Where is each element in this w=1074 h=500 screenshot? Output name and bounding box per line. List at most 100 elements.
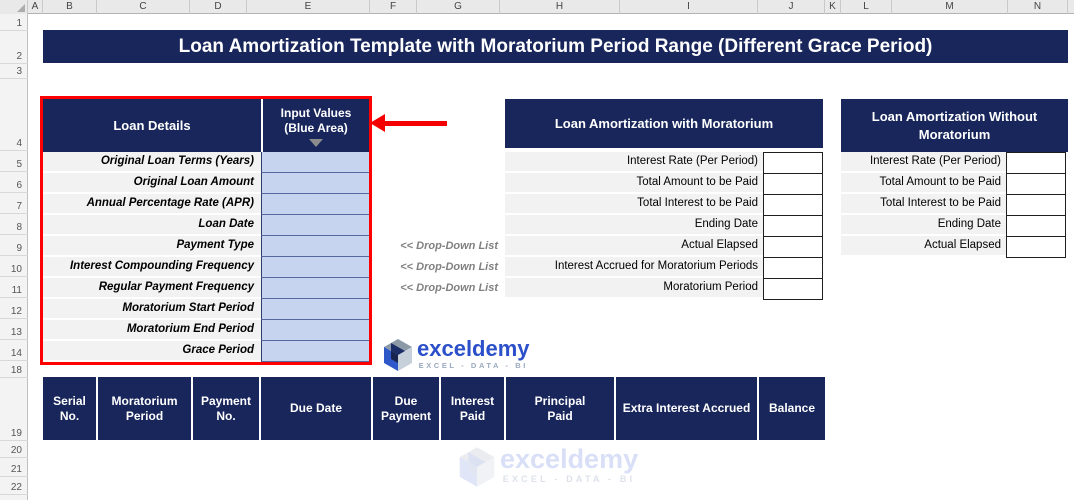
- row-separator: [0, 213, 28, 214]
- row-separator: [0, 440, 28, 441]
- without-moratorium-label-4: Actual Elapsed: [841, 236, 1006, 255]
- row-header-12[interactable]: 12: [10, 306, 22, 317]
- schedule-col-divider: [757, 377, 759, 440]
- row-header-9[interactable]: 9: [16, 243, 22, 254]
- without-moratorium-value-3[interactable]: [1006, 215, 1066, 237]
- column-header-C[interactable]: C: [97, 0, 190, 14]
- column-header-A[interactable]: A: [28, 0, 43, 14]
- row-header-10[interactable]: 10: [10, 264, 22, 275]
- row-header-7[interactable]: 7: [16, 201, 22, 212]
- column-header-F[interactable]: F: [370, 0, 417, 14]
- column-header-M[interactable]: M: [892, 0, 1008, 14]
- with-moratorium-value-2[interactable]: [763, 194, 823, 216]
- row-header-6[interactable]: 6: [16, 180, 22, 191]
- row-header-22[interactable]: 22: [10, 482, 22, 493]
- without-moratorium-label-2: Total Interest to be Paid: [841, 194, 1006, 213]
- loan-detail-label-9: Grace Period: [43, 341, 261, 360]
- schedule-col-header-6: Principal Paid: [534, 393, 586, 423]
- with-moratorium-label-3: Ending Date: [505, 215, 763, 234]
- row-separator: [0, 255, 28, 256]
- with-moratorium-value-1[interactable]: [763, 173, 823, 195]
- without-moratorium-value-4[interactable]: [1006, 236, 1066, 258]
- row-header-13[interactable]: 13: [10, 327, 22, 338]
- with-moratorium-value-0[interactable]: [763, 152, 823, 174]
- with-moratorium-value-5[interactable]: [763, 257, 823, 279]
- without-moratorium-header-label: Loan Amortization Without Moratorium: [871, 108, 1038, 142]
- schedule-col-divider: [504, 377, 506, 440]
- without-moratorium-value-2[interactable]: [1006, 194, 1066, 216]
- column-header-J[interactable]: J: [758, 0, 825, 14]
- schedule-col-header-1: Moratorium Period: [111, 393, 178, 423]
- with-moratorium-header: Loan Amortization with Moratorium: [505, 99, 823, 148]
- without-moratorium-value-1[interactable]: [1006, 173, 1066, 195]
- input-cell-8[interactable]: [261, 320, 369, 341]
- exceldemy-cube-icon: [384, 339, 412, 371]
- row-separator: [0, 63, 28, 64]
- column-header-E[interactable]: E: [247, 0, 370, 14]
- row-separator: [0, 150, 28, 151]
- select-all-corner[interactable]: [0, 0, 28, 14]
- row-header-5[interactable]: 5: [16, 159, 22, 170]
- with-moratorium-label-0: Interest Rate (Per Period): [505, 152, 763, 171]
- loan-detail-label-2: Annual Percentage Rate (APR): [43, 194, 261, 213]
- schedule-col-header-2: Payment No.: [200, 393, 252, 423]
- input-cell-2[interactable]: [261, 194, 369, 215]
- input-values-header: Input Values (Blue Area): [263, 99, 369, 152]
- with-moratorium-value-6[interactable]: [763, 278, 823, 300]
- without-moratorium-value-0[interactable]: [1006, 152, 1066, 174]
- column-header-N[interactable]: N: [1008, 0, 1068, 14]
- column-header-I[interactable]: I: [620, 0, 758, 14]
- input-cell-4[interactable]: [261, 236, 369, 257]
- row-header-20[interactable]: 20: [10, 445, 22, 456]
- dropdown-list-note: << Drop-Down List: [400, 240, 498, 252]
- row-header-2[interactable]: 2: [16, 51, 22, 62]
- row-separator: [0, 276, 28, 277]
- input-cell-0[interactable]: [261, 152, 369, 173]
- row-separator: [0, 457, 28, 458]
- row-separator: [0, 192, 28, 193]
- without-moratorium-label-0: Interest Rate (Per Period): [841, 152, 1006, 171]
- row-header-1[interactable]: 1: [16, 18, 22, 29]
- annotation-arrow-icon: [370, 114, 385, 132]
- row-header-19[interactable]: 19: [10, 428, 22, 439]
- row-separator: [0, 476, 28, 477]
- loan-detail-label-0: Original Loan Terms (Years): [43, 152, 261, 171]
- with-moratorium-label-2: Total Interest to be Paid: [505, 194, 763, 213]
- input-cell-9[interactable]: [261, 341, 369, 362]
- input-cell-1[interactable]: [261, 173, 369, 194]
- without-moratorium-label-1: Total Amount to be Paid: [841, 173, 1006, 192]
- column-header-D[interactable]: D: [190, 0, 247, 14]
- schedule-col-header-7: Extra Interest Accrued: [622, 401, 751, 415]
- column-header-L[interactable]: L: [841, 0, 892, 14]
- row-header-14[interactable]: 14: [10, 348, 22, 359]
- dropdown-triangle-icon: [309, 139, 323, 147]
- row-header-21[interactable]: 21: [10, 464, 22, 475]
- schedule-col-divider: [439, 377, 441, 440]
- loan-detail-label-7: Moratorium Start Period: [43, 299, 261, 318]
- row-header-18[interactable]: 18: [10, 365, 22, 376]
- with-moratorium-label-1: Total Amount to be Paid: [505, 173, 763, 192]
- input-cell-3[interactable]: [261, 215, 369, 236]
- input-cell-6[interactable]: [261, 278, 369, 299]
- column-header-B[interactable]: B: [43, 0, 97, 14]
- column-header-H[interactable]: H: [500, 0, 620, 14]
- row-header-11[interactable]: 11: [11, 285, 22, 296]
- input-cell-5[interactable]: [261, 257, 369, 278]
- with-moratorium-value-3[interactable]: [763, 215, 823, 237]
- row-header-8[interactable]: 8: [16, 222, 22, 233]
- with-moratorium-header-label: Loan Amortization with Moratorium: [554, 116, 774, 131]
- dropdown-list-note: << Drop-Down List: [400, 261, 498, 273]
- row-header-3[interactable]: 3: [16, 66, 22, 77]
- column-header-K[interactable]: K: [825, 0, 841, 14]
- select-all-triangle-icon: [17, 4, 25, 12]
- schedule-table-header: Serial No. Moratorium Period Payment No. Du…: [43, 377, 825, 440]
- with-moratorium-value-4[interactable]: [763, 236, 823, 258]
- row-header-strip: 1 2 3 4 5 6 7 8 9 10 11 12 13 14 18 19 20 21 22: [0, 14, 28, 500]
- with-moratorium-label-5: Interest Accrued for Moratorium Periods: [505, 257, 763, 276]
- input-cell-7[interactable]: [261, 299, 369, 320]
- column-header-G[interactable]: G: [417, 0, 500, 14]
- schedule-col-divider: [371, 377, 373, 440]
- row-header-4[interactable]: 4: [16, 138, 22, 149]
